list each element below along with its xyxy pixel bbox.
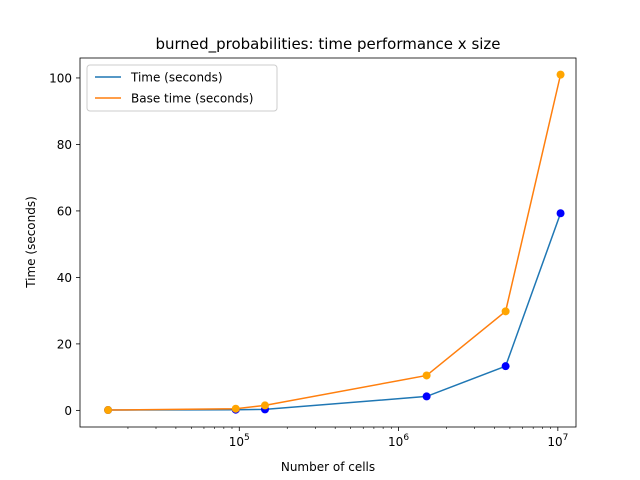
y-axis-label: Time (seconds) [24, 196, 38, 289]
chart-title: burned_probabilities: time performance x… [155, 35, 500, 54]
x-axis-label: Number of cells [281, 460, 375, 474]
plot-frame [79, 57, 577, 428]
legend-box [86, 64, 278, 112]
y-tick-label: 100 [49, 71, 72, 85]
y-tick-label: 80 [57, 138, 72, 152]
series-2-point [231, 404, 240, 413]
series-2-point [260, 401, 269, 410]
x-tick-label: 106 [388, 433, 409, 449]
x-tick-label: 107 [547, 433, 568, 449]
legend-label-2: Base time (seconds) [131, 92, 253, 106]
y-tick-label: 20 [57, 337, 72, 351]
series-line-2 [108, 74, 562, 411]
plot-area: 105 106 107 0 20 40 60 80 100 [49, 57, 577, 449]
series-2-point [104, 406, 113, 415]
series-2-point [556, 70, 565, 79]
legend-label-1: Time (seconds) [130, 71, 223, 85]
y-tick-label: 60 [57, 204, 72, 218]
legend: Time (seconds) Base time (seconds) [86, 64, 278, 112]
series-1-point [556, 209, 565, 218]
series-1-point [422, 392, 431, 401]
series-1-point [501, 362, 510, 371]
y-tick-label: 0 [64, 404, 72, 418]
series-2-point [422, 371, 431, 380]
series-2-point [501, 307, 510, 316]
series-line-1 [108, 212, 562, 411]
y-tick-label: 40 [57, 271, 72, 285]
x-tick-label: 105 [229, 433, 250, 449]
